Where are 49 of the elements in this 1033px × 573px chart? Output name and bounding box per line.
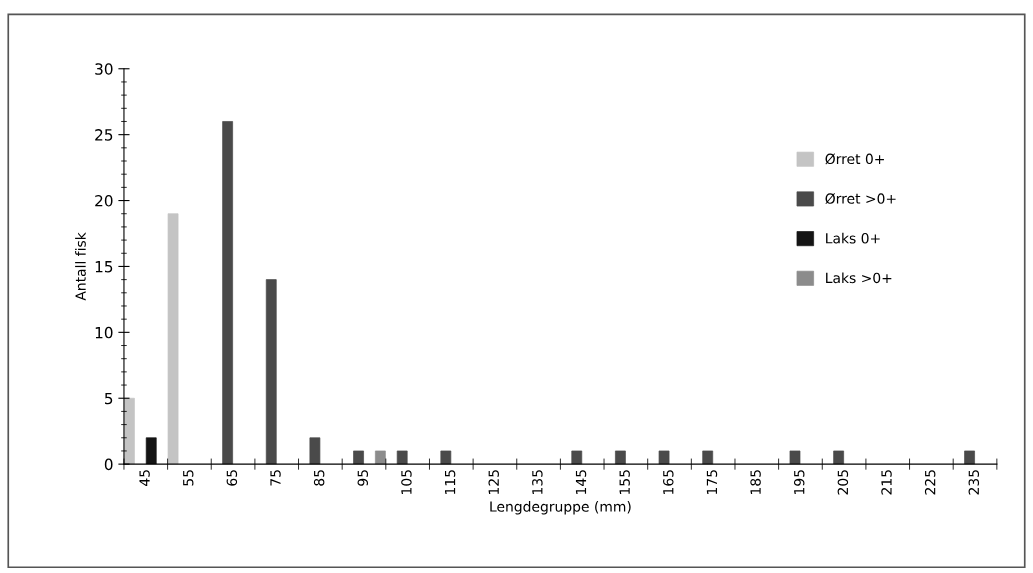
bar — [964, 450, 975, 465]
x-tick-label: 95 — [357, 470, 369, 486]
legend-label: Laks 0+ — [826, 232, 880, 244]
legend-label: Laks >0+ — [826, 272, 892, 284]
x-tick-label: 155 — [619, 470, 630, 494]
y-tick-label: 20 — [95, 195, 113, 207]
x-tick-label: 145 — [575, 470, 587, 494]
x-tick-label: 115 — [445, 470, 456, 494]
x-tick-label: 85 — [313, 470, 325, 486]
bar — [789, 450, 801, 465]
y-axis-title: Antall fisk — [75, 232, 86, 301]
y-tick-label: 30 — [95, 63, 113, 75]
y-tick-label: 25 — [95, 129, 113, 141]
legend-label: Ørret 0+ — [825, 153, 884, 165]
bar — [396, 450, 408, 465]
bar — [615, 450, 626, 465]
bar — [265, 279, 277, 465]
bar — [571, 450, 583, 465]
x-tick-label: 165 — [663, 470, 674, 494]
bar — [353, 450, 364, 465]
bar — [309, 437, 321, 465]
x-tick-label: 195 — [793, 470, 805, 494]
x-tick-label: 75 — [270, 470, 281, 486]
x-tick-label: 215 — [881, 470, 892, 495]
x-tick-label: 185 — [750, 470, 761, 494]
x-tick-label: 55 — [183, 470, 194, 486]
bar — [167, 213, 179, 465]
y-tick-label: 0 — [104, 458, 113, 471]
legend-label: Ørret >0+ — [825, 193, 896, 205]
x-tick-label: 105 — [401, 470, 412, 494]
bar — [145, 437, 157, 465]
x-tick-label: 65 — [226, 470, 238, 486]
y-tick-label: 5 — [105, 392, 113, 405]
bar — [222, 121, 233, 465]
bar — [375, 450, 386, 465]
x-tick-label: 45 — [139, 470, 150, 486]
bar — [833, 450, 844, 465]
x-tick-label: 235 — [968, 470, 980, 495]
bar — [440, 450, 452, 465]
x-tick-label: 125 — [488, 470, 499, 494]
x-tick-label: 175 — [706, 470, 718, 494]
x-tick-label: 225 — [924, 470, 936, 495]
y-tick-label: 15 — [95, 261, 113, 273]
y-tick-label: 10 — [95, 326, 113, 339]
x-axis-title: Lengdegruppe (mm) — [490, 501, 631, 515]
x-tick-label: 205 — [837, 470, 849, 495]
x-tick-label: 135 — [532, 470, 543, 494]
bar — [702, 450, 714, 465]
bar — [658, 450, 670, 465]
